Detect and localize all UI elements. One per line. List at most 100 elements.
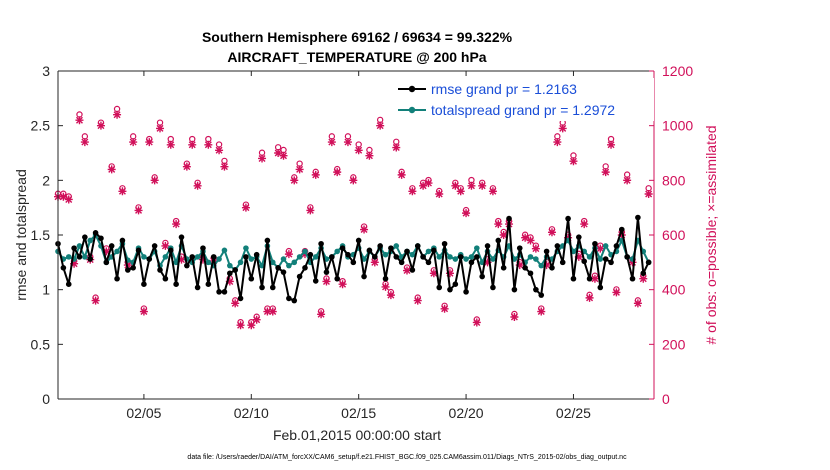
obs-assimilated-marker — [59, 192, 68, 201]
obs-assimilated-marker — [494, 220, 503, 229]
obs-assimilated-marker — [537, 307, 546, 316]
obs-assimilated-marker — [639, 274, 648, 283]
chart-subtitle: AIRCRAFT_TEMPERATURE @ 200 hPa — [227, 49, 486, 65]
obs-assimilated-marker — [381, 282, 390, 291]
rmse-point — [141, 281, 147, 288]
rmse-point — [173, 281, 179, 288]
rmse-point — [355, 237, 362, 244]
rmse-point — [108, 243, 115, 249]
rmse-point — [371, 254, 378, 260]
rmse-point — [194, 284, 201, 291]
obs-assimilated-marker — [156, 124, 165, 133]
y-tick-label: 0 — [42, 391, 50, 407]
obs-assimilated-marker — [392, 143, 401, 152]
obs-assimilated-marker — [70, 259, 79, 268]
obs-assimilated-marker — [166, 140, 175, 149]
obs-assimilated-marker — [596, 244, 605, 253]
totalspread-point — [291, 259, 298, 266]
legend-label-rmse: rmse grand pr = 1.2163 — [431, 81, 577, 97]
obs-assimilated-marker — [80, 138, 89, 147]
rmse-point — [431, 247, 437, 254]
obs-assimilated-marker — [220, 162, 229, 171]
axes-layer: 02/05 02/10 02/15 02/20 02/25 0 0.5 1 1.5 2 2.5 3 0 2… — [31, 63, 694, 421]
rmse-point — [522, 265, 528, 271]
rmse-point — [135, 247, 142, 254]
obs-assimilated-marker — [322, 277, 331, 286]
obs-assimilated-marker — [617, 231, 626, 239]
obs-assimilated-marker — [343, 138, 352, 147]
obs-assimilated-marker — [408, 187, 417, 196]
rmse-point — [259, 284, 265, 291]
y2-tick-label: 200 — [662, 336, 686, 352]
obs-assimilated-marker — [225, 277, 234, 286]
legend-marker-totalspread — [408, 106, 416, 114]
totalspread-point — [280, 256, 287, 262]
obs-assimilated-marker — [360, 225, 369, 234]
rmse-point — [237, 295, 244, 302]
rmse-point — [243, 254, 249, 260]
rmse-point — [398, 259, 405, 266]
obs-assimilated-marker — [424, 179, 433, 188]
obs-assimilated-marker — [290, 176, 299, 185]
rmse-point — [484, 243, 491, 249]
legend-label-totalspread: totalspread grand pr = 1.2972 — [431, 102, 615, 118]
rmse-point — [71, 245, 77, 251]
obs-assimilated-marker — [478, 181, 487, 190]
rmse-point — [291, 297, 298, 304]
chart-titles: Southern Hemisphere 69162 / 69634 = 99.3… — [202, 29, 513, 65]
rmse-point — [286, 295, 292, 302]
obs-assimilated-marker — [306, 206, 315, 215]
obs-assimilated-marker — [295, 165, 304, 174]
rmse-point — [339, 245, 346, 251]
y-axis-label: rmse and totalspread — [13, 169, 29, 301]
obs-assimilated-marker — [397, 170, 406, 179]
rmse-point — [119, 237, 126, 244]
rmse-point — [130, 265, 136, 271]
legend: rmse grand pr = 1.2163 totalspread grand… — [392, 78, 654, 121]
obs-assimilated-marker — [333, 168, 342, 177]
obs-assimilated-marker — [182, 162, 191, 171]
rmse-point — [457, 254, 464, 260]
rmse-point — [232, 267, 238, 273]
rmse-point — [474, 254, 480, 260]
obs-assimilated-marker — [96, 121, 105, 130]
obs-assimilated-marker — [623, 176, 632, 185]
totalspread-point — [490, 256, 496, 262]
obs-assimilated-marker — [472, 318, 481, 327]
rmse-point — [329, 254, 335, 260]
totalspread-point — [538, 262, 545, 269]
obs-assimilated-marker — [429, 269, 438, 278]
rmse-point — [151, 243, 158, 249]
obs-assimilated-marker — [553, 138, 562, 147]
rmse-point — [216, 289, 222, 295]
obs-assimilated-marker — [580, 220, 589, 229]
rmse-point — [307, 251, 314, 258]
y2-tick-label: 800 — [662, 172, 686, 188]
rmse-point — [479, 273, 485, 280]
obs-assimilated-marker — [445, 269, 454, 278]
obs-assimilated-marker — [403, 266, 412, 275]
obs-assimilated-marker — [263, 307, 272, 316]
obs-assimilated-marker — [252, 315, 261, 324]
totalspread-point — [76, 243, 83, 249]
obs-assimilated-marker — [376, 121, 385, 130]
rmse-point — [538, 292, 545, 298]
rmse-point — [82, 234, 88, 240]
obs-assimilated-marker — [456, 187, 465, 196]
rmse-point — [87, 256, 94, 262]
rmse-point — [264, 237, 271, 244]
rmse-point — [452, 281, 459, 288]
x-tick-label: 02/15 — [341, 405, 376, 421]
obs-assimilated-marker — [75, 116, 84, 125]
rmse-point — [157, 267, 163, 273]
legend-box — [392, 78, 654, 121]
rmse-point — [409, 267, 416, 273]
rmse-point — [613, 243, 620, 249]
rmse-point — [280, 269, 287, 275]
rmse-point — [76, 254, 83, 260]
totalspread-point — [141, 254, 147, 260]
obs-assimilated-marker — [188, 140, 197, 149]
rmse-point — [554, 243, 561, 249]
rmse-point — [275, 265, 281, 271]
rmse-point — [65, 281, 72, 288]
